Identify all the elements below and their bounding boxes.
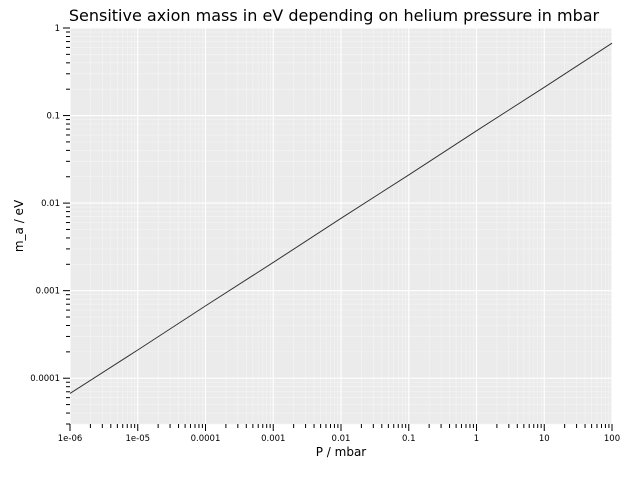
- y-tick-label: 1: [55, 24, 60, 34]
- x-tick-label: 0.001: [261, 434, 285, 444]
- y-tick-label: 0.01: [41, 199, 60, 209]
- x-tick-label: 1e-05: [125, 434, 150, 444]
- x-tick-label: 0.01: [332, 434, 351, 444]
- x-tick-label: 0.0001: [191, 434, 221, 444]
- x-tick-label: 0.1: [402, 434, 416, 444]
- series-line: [69, 42, 613, 394]
- y-axis-label: m_a / eV: [12, 199, 26, 252]
- x-axis-label: P / mbar: [316, 445, 367, 459]
- y-tick-label: 0.0001: [30, 374, 60, 384]
- y-tick-label: 0.1: [46, 112, 60, 122]
- x-tick-label: 100: [604, 434, 620, 444]
- x-tick-label: 1: [474, 434, 479, 444]
- x-tick-label: 1e-06: [58, 434, 83, 444]
- chart-title: Sensitive axion mass in eV depending on …: [69, 6, 600, 25]
- y-axis: 0.0001 0.001 0.01 0.1 1: [30, 24, 70, 425]
- x-tick-label: 10: [539, 434, 550, 444]
- major-gridlines: [69, 27, 613, 424]
- y-tick-label: 0.001: [36, 287, 60, 297]
- x-axis: 1e-06 1e-05 0.0001 0.001 0.01 0.1 1 10 100: [58, 424, 620, 444]
